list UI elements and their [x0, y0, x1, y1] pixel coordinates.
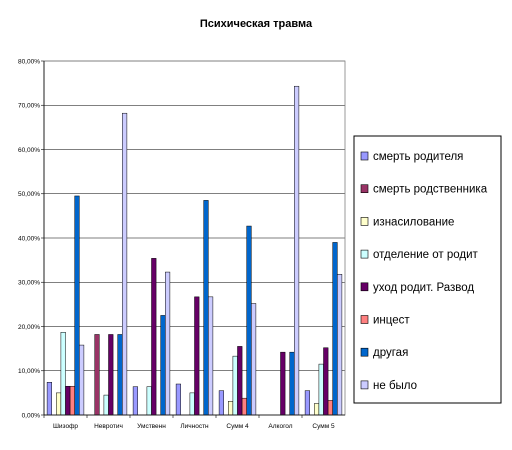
bar — [103, 394, 109, 416]
legend-label: смерть родственника — [373, 184, 488, 196]
bar — [294, 85, 300, 416]
y-tick-label: 0,00% — [22, 412, 41, 419]
y-tick-label: 10,00% — [18, 368, 40, 375]
y-tick-label: 80,00% — [18, 58, 40, 65]
y-tick-label: 30,00% — [18, 280, 40, 287]
bar — [327, 400, 333, 416]
bar — [69, 385, 75, 416]
bar — [56, 392, 62, 416]
legend-label: смерть родителя — [373, 151, 463, 163]
legend-swatch — [360, 184, 369, 193]
bar — [318, 363, 324, 416]
x-axis-ticks: Шизофр Невротич Умственн Личностн Сумм 4 Алко… — [43, 415, 335, 430]
bar — [46, 382, 52, 416]
legend-box — [353, 135, 502, 404]
legend-swatch — [360, 315, 369, 324]
y-axis-ticks: 0,00% 10,00% 20,00% 30,00% 40,00% 50,00% 60,00… — [18, 58, 44, 419]
legend-label: отделение от родит — [373, 249, 479, 261]
bar — [228, 401, 234, 416]
bar — [122, 112, 128, 416]
bar — [208, 296, 214, 416]
x-tick-label: Невротич — [94, 423, 123, 430]
x-tick-label: Сумм 4 — [226, 423, 249, 430]
x-tick-label: Личностн — [180, 423, 209, 430]
plot-frame — [43, 60, 346, 416]
bar — [146, 386, 152, 416]
bar — [246, 225, 252, 416]
bar — [289, 351, 295, 416]
bar — [232, 355, 238, 416]
bar — [332, 242, 338, 416]
bar — [94, 334, 100, 416]
bar — [337, 274, 343, 416]
bar — [304, 390, 310, 416]
bar — [218, 390, 224, 416]
bar — [203, 200, 209, 416]
bar — [132, 386, 138, 416]
legend-swatch — [360, 151, 369, 161]
bar — [194, 296, 200, 416]
y-tick-label: 20,00% — [18, 324, 40, 331]
bars — [46, 85, 343, 416]
bar — [79, 344, 85, 416]
x-tick-label: Шизофр — [53, 423, 78, 430]
y-tick-label: 60,00% — [18, 147, 40, 154]
bar — [165, 271, 171, 416]
legend-label: изнасилование — [373, 216, 454, 228]
bar — [189, 392, 195, 416]
bar — [280, 351, 286, 416]
bar — [237, 346, 243, 416]
bar — [117, 334, 123, 416]
legend-label: другая — [373, 347, 408, 359]
bar — [60, 332, 66, 416]
bar — [151, 258, 157, 416]
y-tick-label: 40,00% — [18, 235, 40, 242]
legend-swatch — [360, 282, 369, 292]
bar — [314, 403, 320, 416]
bar — [160, 315, 166, 416]
x-tick-label: Сумм 5 — [312, 423, 335, 430]
gridlines — [44, 60, 345, 372]
bar — [241, 397, 247, 416]
legend-label: не было — [373, 380, 417, 392]
y-tick-label: 50,00% — [18, 191, 40, 198]
bar — [65, 385, 71, 416]
bar — [323, 347, 329, 416]
y-tick-label: 70,00% — [18, 103, 40, 110]
x-tick-label: Алкогол — [268, 423, 292, 430]
legend-label: уход родит. Развод — [373, 282, 474, 294]
bar — [108, 334, 114, 416]
bar — [251, 303, 257, 416]
legend-label: инцест — [373, 315, 410, 327]
legend-swatch — [360, 249, 369, 259]
legend-swatch — [360, 217, 369, 226]
legend-swatch — [360, 380, 369, 390]
chart-title: Психическая травма — [200, 18, 313, 30]
legend: смерть родителя смерть родственника изнаси… — [353, 135, 502, 404]
x-tick-label: Умственн — [137, 423, 166, 430]
bar — [74, 195, 80, 416]
bar — [175, 383, 181, 416]
legend-swatch — [360, 347, 369, 357]
